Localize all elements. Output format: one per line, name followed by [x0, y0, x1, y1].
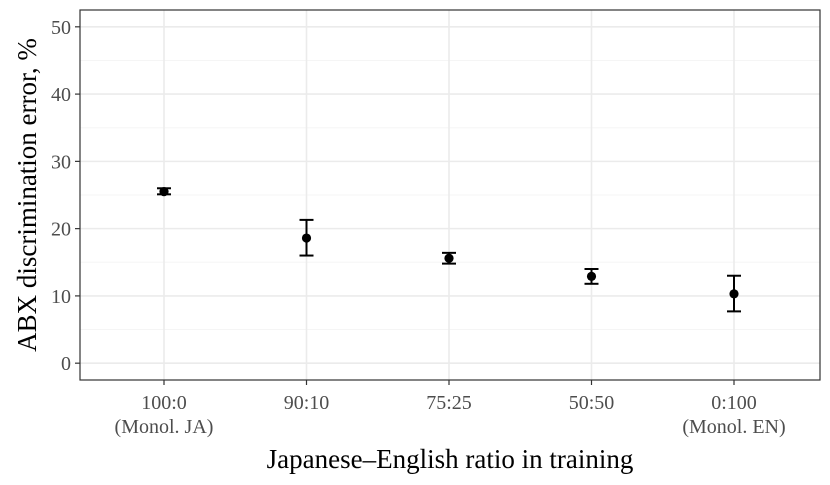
x-tick-label: 100:0: [141, 392, 187, 414]
y-tick-label: 10: [51, 286, 71, 308]
data-points: [159, 187, 739, 299]
x-axis: 100:0(Monol. JA) 90:10 75:25 50:50 0:100(Mon…: [115, 380, 786, 438]
data-point: [586, 271, 597, 281]
data-point: [159, 187, 169, 197]
data-point: [729, 289, 739, 299]
x-tick-sublabel: (Monol. JA): [115, 416, 214, 438]
x-axis-title: Japanese–English ratio in training: [267, 444, 634, 474]
x-tick-label: 75:25: [426, 392, 472, 414]
x-tick-label: 50:50: [569, 392, 615, 414]
x-tick-label: 90:10: [284, 392, 330, 414]
y-tick-label: 20: [51, 219, 71, 241]
x-tick-sublabel: (Monol. EN): [682, 416, 785, 438]
y-tick-label: 50: [51, 17, 71, 39]
data-point: [301, 233, 312, 243]
y-tick-label: 30: [51, 151, 71, 173]
grid-layer: [80, 10, 820, 380]
y-axis: 0 10 20 30 40 50: [51, 17, 80, 375]
y-tick-label: 40: [51, 84, 71, 106]
panel-border: [79, 9, 821, 381]
data-point: [444, 253, 454, 263]
y-axis-title: ABX discrimination error, %: [12, 38, 42, 352]
x-tick-label: 0:100: [711, 392, 757, 414]
y-tick-label: 0: [61, 353, 71, 375]
